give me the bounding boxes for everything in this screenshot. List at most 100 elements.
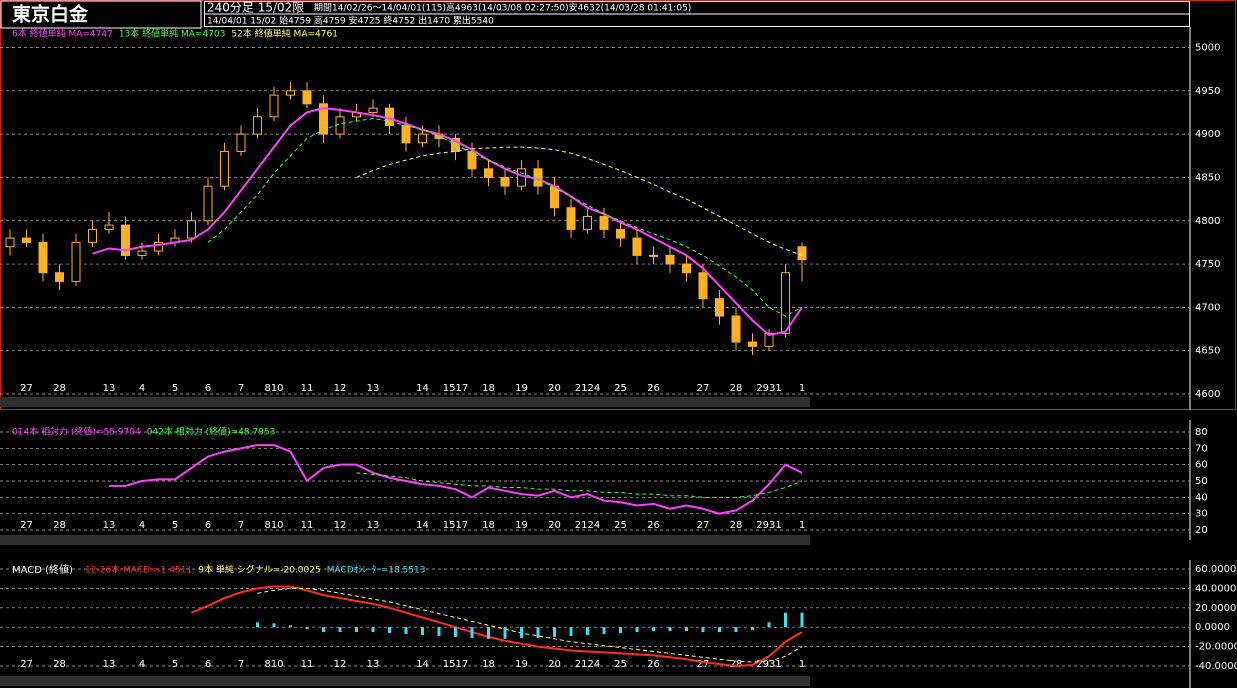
candle-body (368, 107, 378, 113)
x-tick-label: 25 (614, 659, 627, 670)
candle-body (88, 228, 97, 243)
x-tick-label: 18 (482, 520, 495, 531)
x-tick-label: 2124 (575, 520, 600, 531)
oscillator-bar (635, 627, 639, 633)
x-tick-label: 20 (548, 383, 561, 394)
info-text: 期間14/02/26～14/04/01(115)高4963(14/03/08 0… (314, 2, 691, 14)
x-tick-label: 11 (301, 520, 314, 531)
oscillator-bar (553, 627, 556, 637)
x-tick-label: 11 (301, 659, 314, 670)
x-tick-label: 13 (367, 383, 380, 394)
x-tick-label: 13 (103, 659, 116, 670)
candle-body (517, 168, 526, 187)
x-tick-label: 28 (53, 659, 66, 670)
series-line (356, 146, 803, 256)
x-tick-label: 27 (20, 383, 33, 394)
legend-entry: 9本 単純 シグナル=-20.0025 (198, 564, 320, 576)
info-text: 240分足 15/02限 (207, 1, 304, 15)
candle-body (781, 272, 790, 334)
x-tick-label: 5 (172, 659, 178, 670)
candle-body (599, 215, 609, 230)
candle-body (764, 332, 774, 347)
y-tick-label: 60 (1195, 460, 1208, 471)
y-tick-label: 4900 (1195, 129, 1220, 140)
candle-body (451, 137, 460, 152)
candle-body (665, 254, 675, 265)
x-tick-label: 28 (730, 520, 743, 531)
y-tick-label: 4800 (1195, 216, 1220, 227)
x-tick-label: 6 (205, 659, 211, 670)
y-tick-label: 20 (1195, 525, 1208, 536)
candle-body (137, 250, 147, 256)
legend-entry: 13本 終値単純 MA=4703 (119, 28, 226, 40)
y-tick-label: -40.0000 (1195, 661, 1237, 672)
x-tick-label: 19 (515, 520, 528, 531)
y-tick-label: 0.0000 (1195, 622, 1230, 633)
candle-body (550, 185, 559, 209)
x-tick-label: 13 (103, 520, 116, 531)
x-tick-label: 28 (730, 659, 743, 670)
x-tick-label: 12 (334, 383, 347, 394)
candle-body (467, 150, 477, 170)
oscillator-bar (256, 622, 259, 628)
y-tick-label: 4600 (1195, 389, 1220, 400)
y-tick-label: -20.0000 (1195, 642, 1237, 653)
candle-body (632, 237, 642, 256)
y-tick-label: 4950 (1195, 86, 1220, 97)
candle-body (500, 176, 510, 187)
candle-body (269, 94, 279, 118)
series-line (207, 118, 803, 317)
legend-entry: 12-26本 MACD=-1.4511 (85, 564, 192, 576)
candle-body (203, 185, 213, 222)
oscillator-bar (487, 627, 490, 639)
candle-body (682, 263, 691, 274)
x-tick-label: 27 (20, 520, 33, 531)
candle-body (104, 224, 114, 230)
oscillator-bar (569, 627, 573, 636)
main-frame (0, 0, 1236, 410)
oscillator-bar (503, 627, 507, 639)
oscillator-bar (767, 622, 771, 628)
candle-body (797, 246, 807, 261)
candle-body (121, 224, 130, 256)
x-tick-label: 4 (139, 520, 145, 531)
y-tick-label: 4700 (1195, 302, 1220, 313)
oscillator-bar (272, 623, 276, 628)
oscillator-bar (322, 627, 325, 633)
title-box (0, 0, 202, 29)
candle-body (5, 237, 15, 248)
candle-body (616, 228, 625, 239)
x-tick-label: 28 (53, 520, 66, 531)
candle-body (236, 133, 246, 152)
x-tick-label: 25 (614, 520, 627, 531)
legend-entry: MACDｵｼﾚｰﾀｰ=18.5513 (327, 565, 426, 576)
oscillator-bar (388, 627, 391, 634)
x-tick-label: 5 (172, 520, 178, 531)
oscillator-bar (734, 627, 738, 633)
candle-body (385, 107, 394, 126)
candle-body (335, 116, 345, 135)
x-tick-label: 27 (20, 659, 33, 670)
x-tick-label: 2124 (575, 659, 600, 670)
oscillator-bar (355, 627, 358, 633)
x-tick-label: 12 (334, 659, 347, 670)
x-tick-label: 7 (238, 659, 244, 670)
chart-title: 東京白金 (12, 3, 89, 26)
x-tick-label: 13 (367, 520, 380, 531)
candle-body (253, 116, 262, 135)
x-tick-label: 7 (238, 383, 244, 394)
x-tick-label: 2931 (756, 520, 781, 531)
oscillator-bar (371, 627, 375, 633)
x-tick-label: 4 (139, 383, 145, 394)
candle-body (319, 103, 328, 135)
candle-body (649, 254, 658, 257)
x-tick-label: 27 (697, 520, 710, 531)
time-strip (0, 676, 810, 686)
y-tick-label: 20.0000 (1195, 603, 1236, 614)
x-tick-label: 2931 (756, 659, 781, 670)
y-tick-label: 4850 (1195, 172, 1220, 183)
x-tick-label: 4 (139, 659, 145, 670)
candle-body (715, 298, 724, 317)
